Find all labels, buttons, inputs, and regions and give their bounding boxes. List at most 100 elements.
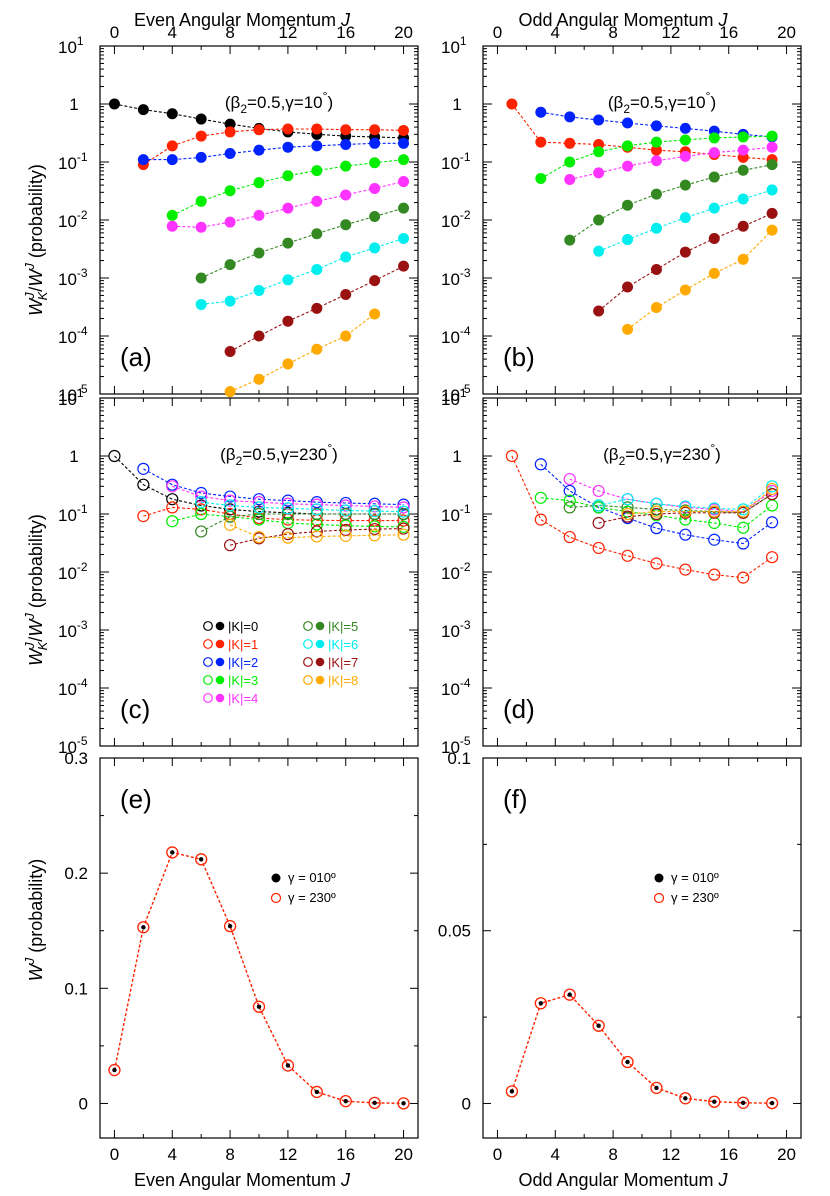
ytick-label-c: 1 xyxy=(69,447,78,466)
data-point-a xyxy=(311,140,323,152)
data-point-d xyxy=(765,551,779,564)
ytick-label-c: 10-5 xyxy=(58,734,88,757)
data-point-b xyxy=(564,137,576,149)
data-point-c xyxy=(281,528,295,541)
ytick-base: 10 xyxy=(58,212,77,231)
series-line-d xyxy=(627,488,773,515)
panel-label-f: (f) xyxy=(503,784,528,814)
data-point-a xyxy=(369,137,381,149)
y-axis-label-part: W xyxy=(26,268,46,287)
data-point-c xyxy=(339,523,352,537)
data-point-c xyxy=(339,507,352,521)
data-point-a xyxy=(311,123,323,135)
data-point-b xyxy=(766,224,778,236)
ytick-base: 10 xyxy=(441,680,460,699)
data-point-a xyxy=(311,264,323,276)
data-point-c xyxy=(108,449,121,463)
data-point-a xyxy=(137,104,149,116)
ytick-label-c: 101 xyxy=(58,386,84,409)
data-point-b xyxy=(650,120,662,132)
data-point-b xyxy=(679,284,691,296)
xtick-label-bottom: 4 xyxy=(168,1145,177,1164)
data-point-filled-f xyxy=(654,1085,659,1091)
xtick-label-bottom: 12 xyxy=(661,1145,680,1164)
top-axis-title-even: Even Angular Momentum J xyxy=(134,10,351,30)
data-point-b xyxy=(593,305,605,317)
legend-marker-open xyxy=(303,639,313,649)
data-point-c xyxy=(223,490,237,503)
data-point-filled-f xyxy=(712,1099,717,1104)
ytick-exponent: 1 xyxy=(77,34,84,48)
legend-label: γ = 230º xyxy=(671,890,719,905)
xtick-label-top: 16 xyxy=(719,23,738,42)
data-point-a xyxy=(369,242,381,254)
annotation-degree: ° xyxy=(706,89,711,103)
legend-label: |K|=0 xyxy=(228,619,258,634)
data-point-a xyxy=(369,182,381,194)
xtick-label-bottom: 8 xyxy=(608,1145,617,1164)
legend-label: |K|=5 xyxy=(328,619,358,634)
data-point-open-e xyxy=(223,919,237,933)
legend-label: |K|=8 xyxy=(328,673,358,688)
data-point-a xyxy=(195,298,207,310)
data-point-a xyxy=(224,118,236,130)
series-line-a xyxy=(143,128,404,166)
legend-label: γ = 230º xyxy=(288,890,336,905)
data-point-c xyxy=(252,501,266,514)
data-point-a xyxy=(253,247,265,259)
ytick-label-a: 1 xyxy=(69,95,78,114)
ytick-label-a: 10-4 xyxy=(58,324,88,347)
data-point-open-f xyxy=(708,1095,721,1108)
annotation-part: ) xyxy=(710,93,716,112)
series-line-a xyxy=(229,313,375,393)
data-point-d xyxy=(563,472,576,486)
xtick-label-bottom: 12 xyxy=(278,1145,297,1164)
data-point-a xyxy=(166,108,178,120)
panel-label-c: (c) xyxy=(120,694,150,724)
data-point-a xyxy=(340,330,352,342)
ytick-label-a: 10-5 xyxy=(58,382,88,405)
data-point-b xyxy=(564,234,576,246)
series-line-b xyxy=(627,229,773,330)
ytick-base: 10 xyxy=(441,212,460,231)
annotation-subscript: 2 xyxy=(240,102,247,116)
data-point-c xyxy=(223,499,237,512)
data-point-c xyxy=(195,490,208,503)
data-point-open-f xyxy=(505,1085,519,1098)
annotation-d: (β2=0.5,γ=230°) xyxy=(603,441,721,468)
data-point-open-e xyxy=(368,1096,381,1110)
legend-marker-filled xyxy=(315,639,325,649)
ytick-base: 10 xyxy=(58,564,77,583)
data-point-b xyxy=(679,179,691,191)
axis-title-text: Odd Angular Momentum xyxy=(518,10,718,30)
data-point-b xyxy=(766,184,778,196)
y-axis-label-part: W xyxy=(26,297,46,316)
data-point-d xyxy=(650,505,663,518)
xtick-label-top: 16 xyxy=(336,23,355,42)
data-point-c xyxy=(368,505,381,518)
data-point-d xyxy=(737,537,750,550)
ytick-exponent: 1 xyxy=(77,386,84,400)
xtick-label-bottom: 16 xyxy=(719,1145,738,1164)
data-point-a xyxy=(340,189,352,201)
data-point-c xyxy=(137,510,150,523)
data-point-c xyxy=(368,514,381,527)
data-point-c xyxy=(166,480,179,493)
data-point-a xyxy=(369,308,381,320)
data-point-b xyxy=(593,167,605,179)
data-point-b xyxy=(766,159,778,171)
data-point-d xyxy=(679,528,692,541)
data-point-filled-e xyxy=(314,1089,320,1095)
ytick-label-b: 10-5 xyxy=(441,382,471,405)
data-point-d xyxy=(621,510,634,523)
legend-marker-filled xyxy=(215,621,225,631)
ytick-label-a: 10-2 xyxy=(58,208,88,231)
data-point-b xyxy=(593,146,605,158)
data-point-filled-e xyxy=(256,1004,262,1009)
y-axis-label-part: K xyxy=(35,290,50,300)
data-point-b xyxy=(737,131,749,143)
data-point-b xyxy=(679,122,691,134)
ytick-exponent: -3 xyxy=(460,618,471,632)
bottom-axis-title-even: Even Angular Momentum J xyxy=(134,1170,351,1190)
data-point-b xyxy=(622,234,634,246)
